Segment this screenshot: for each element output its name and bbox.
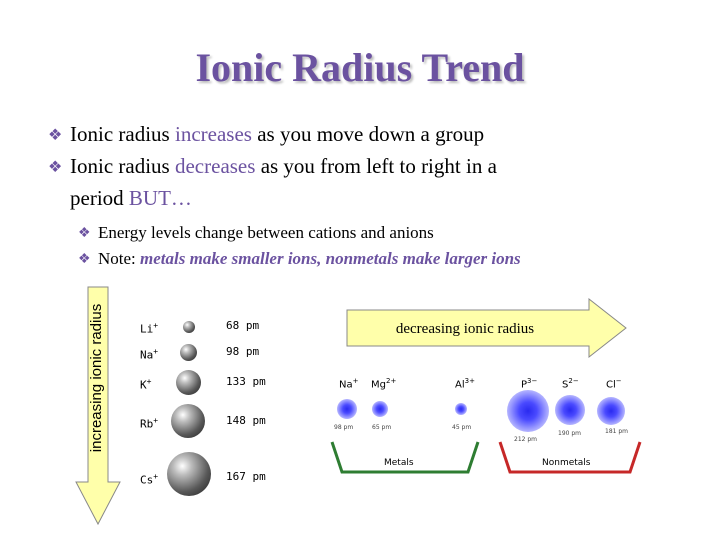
ion-row: Li+ 68 pm (140, 317, 280, 347)
bullet-text: as you move down a group (251, 122, 485, 146)
nonmetals-bracket (498, 441, 642, 474)
ion-radius-value: 190 pm (558, 430, 582, 437)
ion-sphere (183, 321, 195, 333)
ion-sphere (372, 401, 388, 417)
ion-sphere (455, 403, 467, 415)
sub-bullet-text: Note: (98, 249, 141, 268)
ion-sphere (180, 344, 197, 361)
ion-radius-value: 148 pm (226, 414, 266, 427)
ion-radius-value: 45 pm (452, 424, 472, 431)
ion-radius-value: 98 pm (226, 345, 260, 358)
ion-radius-value: 167 pm (226, 470, 266, 483)
ion-radius-value: 181 pm (605, 428, 629, 435)
bullet-text: period (70, 186, 129, 210)
page-title: Ionic Radius Trend (195, 45, 525, 90)
ion-symbol: Li+ (140, 321, 159, 336)
ion-sphere (171, 404, 205, 438)
right-arrow-shape (346, 298, 627, 358)
ion-symbol: S2− (562, 377, 579, 391)
ion-symbol: P3− (521, 377, 538, 391)
bullet-item: ❖ Ionic radius decreases as you from lef… (48, 150, 688, 214)
bullet-highlight: increases (174, 122, 252, 146)
ion-symbol: K+ (140, 377, 152, 392)
ion-symbol: Na+ (339, 377, 359, 391)
ion-sphere (507, 390, 549, 432)
bullet-list: ❖ Ionic radius increases as you move dow… (48, 118, 688, 272)
ion-sphere (337, 399, 357, 419)
bullet-highlight: BUT… (128, 186, 192, 210)
ion-radius-value: 98 pm (334, 424, 354, 431)
bullet-text: as you from left to right in a (255, 154, 497, 178)
ion-row: Na+ 98 pm (140, 343, 280, 373)
ion-radius-value: 68 pm (226, 319, 260, 332)
bullet-text: Ionic radius (70, 154, 175, 178)
ion-symbol: Rb+ (140, 416, 159, 431)
diamond-bullet-icon: ❖ (78, 252, 91, 267)
metals-bracket (330, 441, 480, 474)
down-arrow-shape (75, 286, 121, 526)
ion-row: Rb+ 148 pm (140, 412, 280, 442)
sub-bullet-text: Energy levels change between cations and… (98, 223, 434, 242)
ion-symbol: Mg2+ (371, 377, 397, 391)
bullet-highlight: decreases (174, 154, 256, 178)
ion-row: K+ 133 pm (140, 373, 280, 403)
sub-bullet-item: ❖ Note: metals make smaller ions, nonmet… (78, 246, 688, 272)
ion-row: Cs+ 167 pm (140, 468, 280, 498)
vertical-arrow-label: increasing ionic radius (88, 303, 105, 453)
ion-symbol: Na+ (140, 347, 159, 362)
bullet-item: ❖ Ionic radius increases as you move dow… (48, 118, 688, 150)
ion-radius-value: 65 pm (372, 424, 392, 431)
diamond-bullet-icon: ❖ (78, 226, 91, 241)
ion-radius-value: 133 pm (226, 375, 266, 388)
diamond-bullet-icon: ❖ (48, 159, 63, 176)
diamond-bullet-icon: ❖ (48, 127, 63, 144)
bullet-text: Ionic radius (70, 122, 175, 146)
metals-label: Metals (384, 458, 414, 468)
ion-sphere (597, 397, 625, 425)
ion-symbol: Al3+ (455, 377, 475, 391)
ion-symbol: Cs+ (140, 472, 159, 487)
sub-bullet-item: ❖ Energy levels change between cations a… (78, 220, 688, 246)
horizontal-arrow-label: decreasing ionic radius (395, 321, 535, 337)
ion-sphere (176, 370, 201, 395)
ion-sphere (555, 395, 585, 425)
nonmetals-label: Nonmetals (542, 458, 591, 468)
ion-sphere (167, 452, 211, 496)
ion-radius-value: 212 pm (514, 436, 538, 443)
sub-bullet-emphasis: metals make smaller ions, nonmetals make… (140, 249, 521, 268)
ion-symbol: Cl− (606, 377, 622, 391)
